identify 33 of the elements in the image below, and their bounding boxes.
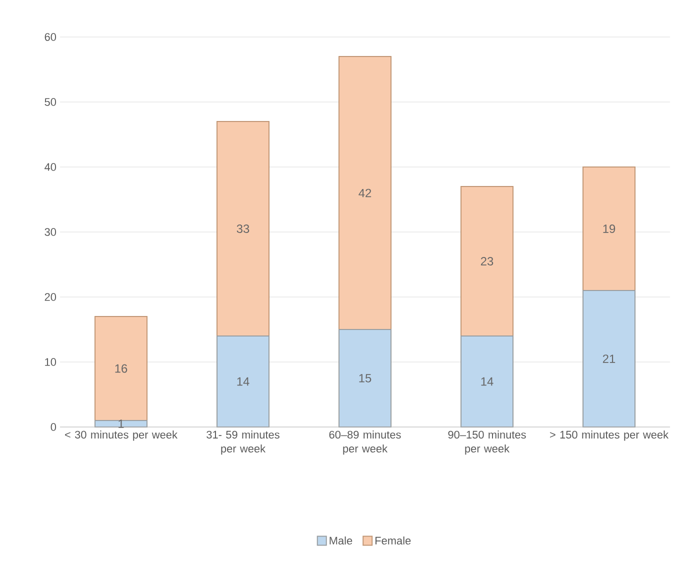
x-tick-label: < 30 minutes per week [65, 430, 178, 441]
y-tick-label: 10 [45, 358, 56, 366]
bar [216, 336, 270, 428]
bar [460, 336, 514, 428]
data-label: 42 [358, 188, 372, 198]
bar [582, 290, 636, 428]
data-label: 16 [115, 364, 128, 373]
y-tick-label: 0 [50, 423, 56, 431]
data-label: 15 [359, 374, 372, 382]
bar [94, 316, 148, 421]
data-label: 19 [603, 224, 616, 233]
data-label: 14 [237, 377, 250, 386]
data-label: 14 [481, 377, 494, 386]
data-label: 33 [236, 224, 250, 233]
legend-label: Female [376, 536, 411, 545]
bar [582, 166, 636, 291]
legend-label: Male [330, 536, 352, 545]
x-tick-label: > 150 minutes per week [550, 430, 669, 441]
y-tick-label: 20 [44, 293, 56, 301]
x-tick-label: 90–150 minutes per week [448, 430, 526, 455]
bar [460, 186, 514, 336]
y-tick-label: 50 [44, 98, 56, 106]
data-label: 23 [480, 257, 494, 266]
y-tick-label: 60 [44, 33, 56, 41]
x-tick-label: 31- 59 minutes per week [206, 430, 280, 455]
bar [338, 56, 392, 330]
bar [338, 329, 392, 428]
y-tick-label: 40 [44, 163, 56, 171]
y-tick-label: 30 [44, 228, 56, 236]
x-tick-label: 60–89 minutes per week [329, 430, 401, 455]
data-label: 21 [602, 354, 616, 363]
bar [216, 120, 270, 336]
data-label: 1 [118, 420, 124, 428]
